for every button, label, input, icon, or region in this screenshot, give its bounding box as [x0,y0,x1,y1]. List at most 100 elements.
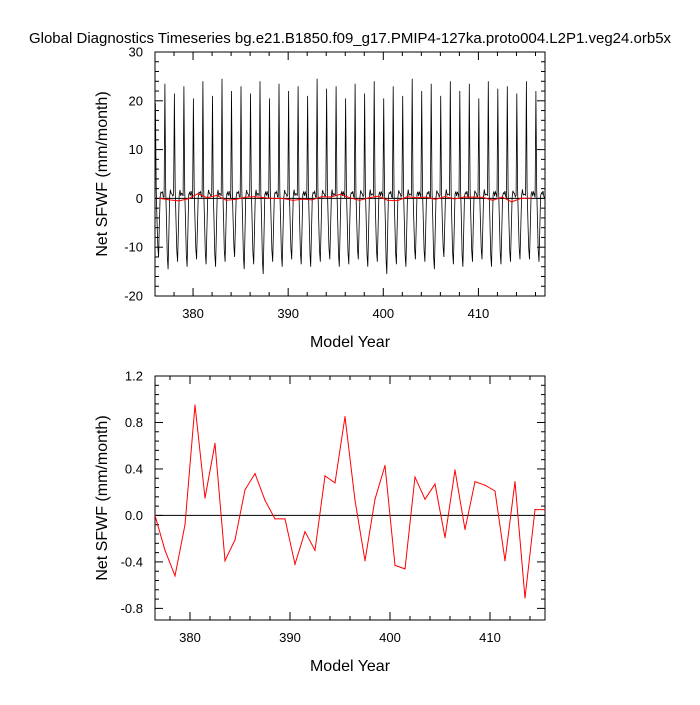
annual-mean-point [494,490,496,492]
annual-mean-point [264,499,266,501]
annual-mean-point [334,482,336,484]
annual-mean-point [324,475,326,477]
x-axis-label: Model Year [310,334,391,351]
annual-mean-point [330,196,332,198]
y-tick-label: 0 [136,191,143,206]
y-axis-label: Net SFWF (mm/month) [94,91,111,256]
figure-title: Global Diagnostics Timeseries bg.e21.B18… [29,30,672,47]
y-tick-label: -0.4 [121,554,143,569]
y-axis-label: Net SFWF (mm/month) [94,415,111,580]
x-tick-label: 380 [182,306,204,321]
annual-mean-point [282,197,285,200]
x-tick-label: 410 [479,630,501,645]
plot-frame-2 [154,375,546,621]
annual-mean-point [464,528,466,530]
annual-mean-point [358,199,361,201]
annual-mean-point [511,201,513,203]
annual-mean-point [424,498,426,500]
annual-mean-point [301,198,304,200]
y-tick-label: 1.2 [125,369,143,384]
annual-mean-point [514,481,516,483]
x-tick-label: 380 [179,630,201,645]
y-tick-label: 30 [129,45,143,60]
annual-mean-point [274,518,276,520]
annual-mean-point [454,469,456,471]
annual-mean-point [168,199,170,201]
annual-mean-point [174,575,176,577]
annual-mean-point [184,524,186,526]
annual-mean-point [225,199,227,201]
annual-mean-point [384,464,386,467]
x-tick-label: 400 [372,306,394,321]
annual-mean-point [394,564,396,566]
annual-mean-point [294,563,296,565]
x-tick-label: 390 [277,306,299,321]
annual-mean-point [244,196,246,198]
x-tick-label: 410 [468,306,490,321]
annual-mean-point [406,196,408,198]
annual-mean-point [482,196,484,198]
annual-mean-point [304,531,306,533]
annual-mean-point [354,499,356,501]
annual-mean-point [155,514,156,517]
annual-mean-point [178,200,180,202]
annual-mean-point [435,198,437,200]
y-tick-label: -10 [124,240,143,255]
annual-mean-point [434,483,436,485]
annual-mean-point [454,198,456,200]
annual-mean-point [404,568,406,570]
annual-mean-point [530,197,532,199]
annual-mean-point [314,549,316,551]
y-tick-label: 10 [129,142,143,157]
y-tick-label: 0.0 [125,508,143,523]
annual-mean-point [396,200,399,202]
annual-mean-point [534,509,536,511]
annual-mean-point [444,195,446,198]
plot-frame-1 [154,51,546,297]
annual-mean-point [254,196,256,198]
annual-mean-point [544,509,545,511]
annual-mean-point [339,193,342,195]
annual-mean-point [504,560,506,562]
y-tick-label: 20 [129,93,143,108]
annual-mean-point [235,198,237,201]
annual-mean-point [492,199,494,201]
annual-mean-point [444,536,446,539]
annual-mean-point [206,197,208,199]
annual-mean-point [474,481,476,483]
annual-mean-point [368,197,370,199]
annual-mean-point [197,193,199,195]
annual-mean-point [216,194,218,196]
annual-mean-point [164,549,166,551]
annual-mean-point [524,597,526,599]
annual-mean-point [473,196,475,198]
annual-mean-point [320,196,323,198]
y-tick-label: 0.4 [125,461,143,476]
annual-mean-point [194,404,196,406]
annual-mean-point [273,197,275,200]
annual-mean-point [349,197,351,199]
annual-mean-point [187,198,189,200]
monthly-series-line [155,78,545,275]
annual-mean-point [292,199,294,202]
annual-mean-point [224,560,226,562]
annual-mean-point [414,476,416,478]
annual-mean-point [520,197,522,199]
annual-mean-point [425,196,427,198]
annual-mean-point [311,199,313,201]
annual-mean-point [374,498,376,500]
annual-mean-point [344,416,346,418]
annual-mean-point [501,196,503,198]
annual-mean-point [484,484,486,486]
annual-mean-point [159,197,161,199]
annual-mean-point [415,197,418,199]
annual-mean-point [263,197,265,199]
annual-mean-point [244,489,246,491]
x-axis-label: Model Year [310,658,391,675]
x-tick-label: 390 [279,630,301,645]
annual-mean-point [364,560,366,562]
annual-mean-point [387,199,389,202]
annual-mean-series-line [155,404,545,598]
